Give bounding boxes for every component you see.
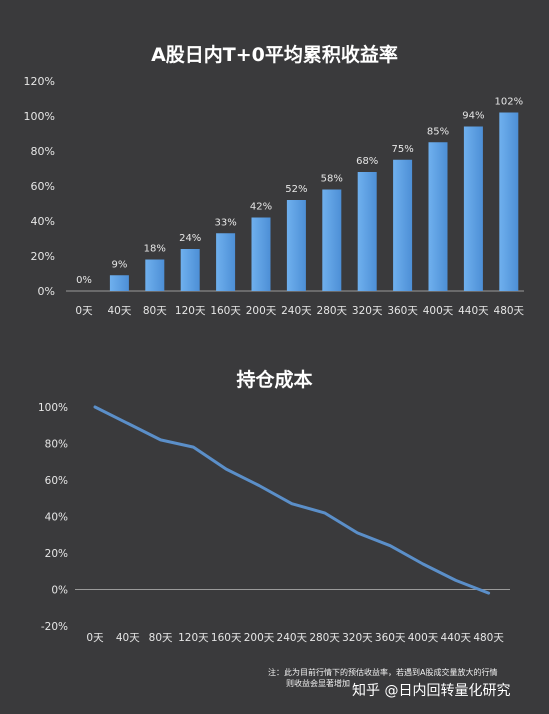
x-tick-label: 440天: [441, 632, 472, 644]
x-tick-label: 0天: [75, 305, 93, 317]
data-label: 94%: [462, 111, 484, 122]
data-label: 9%: [111, 259, 127, 270]
data-label: 68%: [356, 156, 378, 167]
x-tick-label: 200天: [246, 305, 277, 317]
x-tick-label: 120天: [178, 632, 209, 644]
x-tick-label: 320天: [352, 305, 383, 317]
series-line: [93, 405, 491, 595]
x-tick-label: 280天: [309, 632, 340, 644]
x-tick-label: 0天: [86, 632, 104, 644]
x-tick-label: 160天: [211, 632, 242, 644]
y-tick-label: 100%: [24, 110, 55, 123]
y-tick-label: 20%: [31, 250, 55, 263]
x-tick-label: 320天: [342, 632, 373, 644]
y-tick-label: 60%: [45, 475, 68, 487]
data-label: 52%: [285, 184, 307, 195]
x-tick-label: 480天: [473, 632, 504, 644]
x-tick-label: 40天: [107, 305, 131, 317]
x-tick-label: 80天: [149, 632, 173, 644]
x-tick-label: 400天: [408, 632, 439, 644]
bar-chart-title: A股日内T+0平均累积收益率: [151, 44, 398, 66]
bar: [428, 142, 448, 291]
y-tick-label: 0%: [51, 585, 68, 597]
data-label: 42%: [250, 202, 272, 213]
x-tick-label: 360天: [387, 305, 418, 317]
bar: [393, 159, 413, 291]
data-label: 75%: [391, 144, 413, 155]
y-tick-label: 100%: [38, 402, 68, 414]
y-tick-label: 40%: [31, 215, 55, 228]
bar: [145, 259, 165, 291]
footnote: 注：此为目前行情下的预估收益率，若遇到A股成交量放大的行情 则收益会显著增加: [268, 667, 538, 689]
y-tick-label: 120%: [24, 75, 55, 88]
bar: [463, 126, 483, 291]
x-tick-label: 120天: [175, 305, 206, 317]
bar: [180, 249, 200, 291]
bar: [286, 200, 306, 291]
x-tick-label: 480天: [494, 305, 525, 317]
x-tick-label: 240天: [277, 632, 308, 644]
x-tick-label: 40天: [116, 632, 140, 644]
data-label: 58%: [321, 174, 343, 185]
watermark: 知乎 @日内回转量化研究: [352, 683, 511, 699]
x-tick-label: 360天: [375, 632, 406, 644]
x-tick-label: 80天: [143, 305, 167, 317]
data-label: 0%: [76, 275, 92, 286]
y-tick-label: 80%: [45, 439, 68, 451]
y-tick-label: 40%: [45, 512, 68, 524]
data-label: 85%: [427, 126, 449, 137]
bar: [499, 112, 519, 291]
data-label: 33%: [214, 217, 236, 228]
y-tick-label: -20%: [41, 621, 68, 633]
bar: [322, 189, 342, 291]
x-tick-label: 160天: [210, 305, 241, 317]
x-tick-label: 240天: [281, 305, 312, 317]
x-tick-label: 200天: [244, 632, 275, 644]
bar: [216, 233, 236, 291]
data-label: 24%: [179, 233, 201, 244]
y-tick-label: 0%: [38, 285, 55, 298]
x-tick-label: 400天: [423, 305, 454, 317]
bar: [251, 217, 271, 291]
y-tick-label: 20%: [45, 548, 68, 560]
x-tick-label: 280天: [317, 305, 348, 317]
y-tick-label: 60%: [31, 180, 55, 193]
x-tick-label: 440天: [458, 305, 489, 317]
bar-chart: 0% 20% 40% 60% 80% 100% 120% 0% 0天 9% 40天 18% 80天 24%…: [24, 75, 525, 317]
bar: [357, 172, 377, 291]
footnote-line-1: 注：此为目前行情下的预估收益率，若遇到A股成交量放大的行情: [268, 668, 498, 677]
y-tick-label: 80%: [31, 145, 55, 158]
data-label: 102%: [495, 97, 524, 108]
bar: [109, 275, 129, 291]
footnote-line-2: 则收益会显著增加: [286, 679, 350, 688]
line-chart-title: 持仓成本: [236, 369, 313, 391]
data-label: 18%: [144, 244, 166, 255]
